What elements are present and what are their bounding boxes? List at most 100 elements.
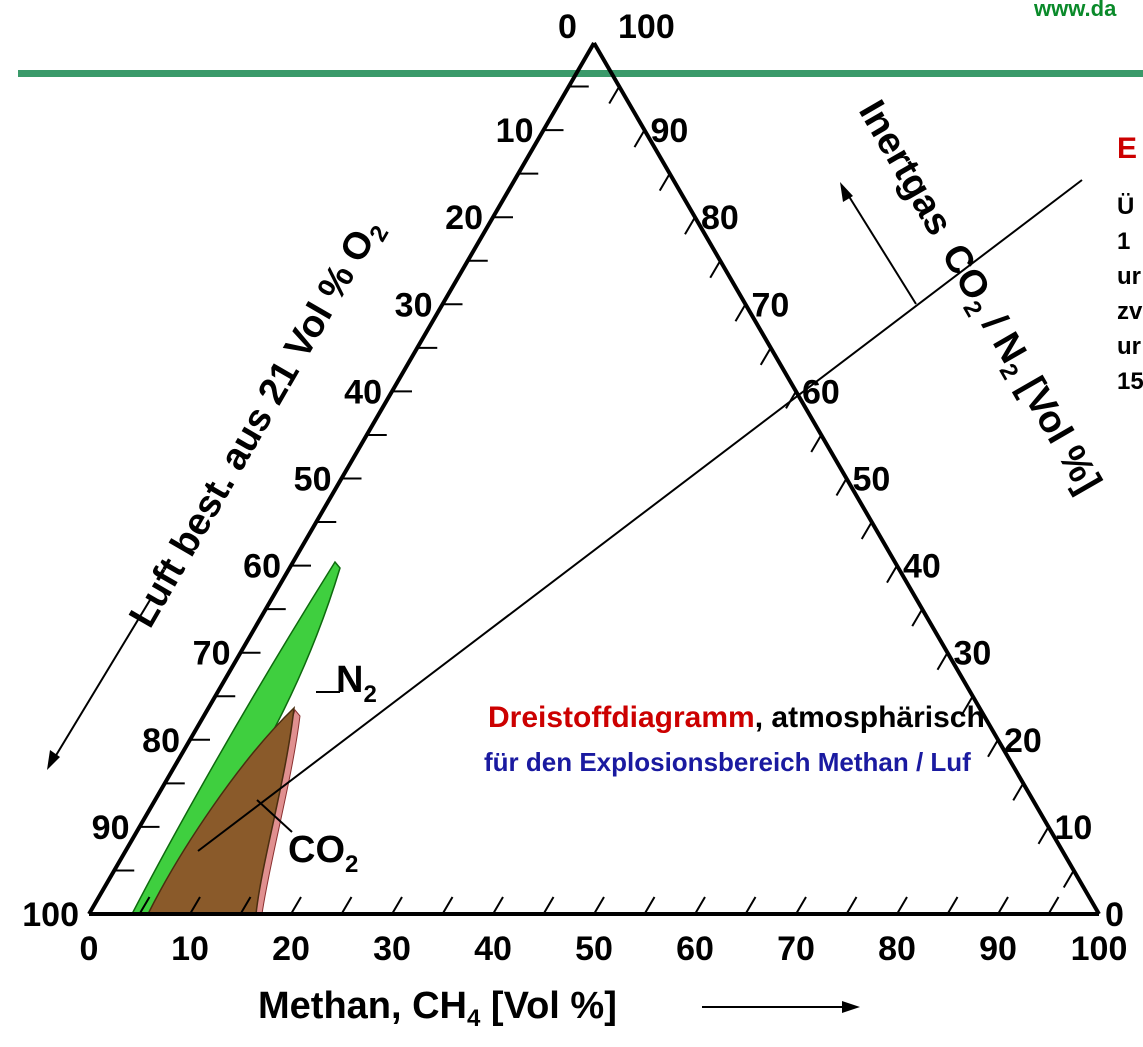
sidebar-line: Ü — [1117, 193, 1134, 220]
bottom-tick — [643, 896, 656, 915]
right-tick-label: 90 — [651, 112, 689, 150]
left-tick-label: 50 — [294, 461, 332, 499]
left-tick-label: 80 — [142, 722, 180, 760]
bottom-tick — [138, 896, 151, 915]
bottom-tick — [744, 896, 757, 915]
left-tick-label: 100 — [22, 896, 79, 934]
right-tick-label: 10 — [1055, 809, 1093, 847]
bottom-axis-title-unit: [Vol %] — [480, 985, 617, 1027]
right-tick — [759, 347, 772, 366]
right-tick — [1062, 869, 1075, 888]
sidebar-line: 15 — [1117, 368, 1143, 395]
right-tick — [936, 652, 949, 671]
bottom-tick — [542, 896, 555, 915]
bottom-tick-label: 50 — [575, 930, 613, 968]
caption-title-red: Dreistoffdiagramm — [488, 701, 755, 734]
bottom-tick — [795, 896, 807, 915]
mixing-line — [197, 179, 1083, 852]
right-axis-arrow-head — [840, 182, 853, 202]
right-tick — [785, 390, 797, 409]
co2-region-label-text: CO — [288, 829, 345, 871]
bottom-axis-arrow-head — [842, 1001, 860, 1013]
bottom-tick — [239, 896, 252, 915]
left-tick-label: 70 — [193, 635, 231, 673]
right-tick-label: 40 — [903, 548, 941, 586]
sidebar-line: ur — [1117, 263, 1141, 290]
bottom-tick — [492, 896, 504, 915]
left-tick-label: 90 — [92, 809, 130, 847]
sidebar-text-lines: Ü 1 ur zv ur 15 — [1117, 193, 1143, 395]
right-tick — [684, 216, 696, 235]
right-tick-label: 20 — [1004, 722, 1042, 760]
right-tick — [886, 565, 898, 584]
right-tick-label: 70 — [752, 286, 790, 324]
left-tick-label: 40 — [344, 373, 382, 411]
bottom-tick — [340, 896, 353, 915]
sidebar-line: ur — [1117, 333, 1141, 360]
right-tick — [987, 739, 999, 758]
caption-title-rest: , atmosphärisch — [755, 701, 985, 734]
n2-region-label: N2 — [336, 659, 377, 708]
right-tick-label: 30 — [954, 635, 992, 673]
bottom-axis-title: Methan, CH4 [Vol %] — [258, 985, 617, 1032]
bottom-tick — [896, 896, 908, 915]
right-axis-arrow-line — [844, 189, 917, 305]
bottom-tick — [391, 896, 403, 915]
left-tick-label: 10 — [496, 112, 534, 150]
left-tick-label: 60 — [243, 548, 281, 586]
left-axis-arrow-head — [47, 750, 60, 770]
n2-region-label-sub: 2 — [363, 681, 376, 708]
bottom-tick-label: 100 — [1071, 930, 1128, 968]
co2-label-leader — [256, 799, 293, 833]
n2-region-label-text: N — [336, 659, 363, 701]
tick-labels: 0 10 20 30 40 50 60 70 80 90 100102030405060708090… — [22, 112, 1127, 968]
apex-label-right: 100 — [618, 8, 675, 46]
bottom-tick-label: 60 — [676, 930, 714, 968]
right-tick — [658, 173, 671, 192]
right-axis-title-co2: CO — [933, 237, 998, 307]
right-tick — [860, 521, 873, 540]
tick-marks — [114, 85, 1075, 915]
right-axis-title-inertgas: Inertgas — [850, 94, 960, 243]
bottom-tick-label: 30 — [373, 930, 411, 968]
bottom-axis-title-sub: 4 — [467, 1005, 481, 1032]
bottom-tick-label: 70 — [777, 930, 815, 968]
bottom-tick — [946, 896, 959, 915]
right-tick — [709, 260, 722, 279]
right-tick — [835, 477, 848, 497]
co2-region-label: CO2 — [288, 829, 358, 878]
bottom-tick-label: 10 — [171, 930, 209, 968]
right-tick — [633, 129, 646, 148]
bottom-tick-label: 90 — [979, 930, 1017, 968]
right-tick — [608, 86, 621, 105]
right-tick-label: 50 — [853, 461, 891, 499]
left-tick-label: 30 — [395, 286, 433, 324]
sidebar-line: zv — [1117, 298, 1143, 325]
right-tick — [961, 695, 974, 714]
right-tick-label: 60 — [802, 373, 840, 411]
right-tick — [1037, 826, 1050, 845]
right-tick — [1012, 782, 1025, 801]
bottom-tick — [593, 896, 605, 915]
right-tick-label: 0 — [1105, 896, 1124, 934]
bottom-tick — [1047, 896, 1060, 915]
caption-line-1: Dreistoffdiagramm, atmosphärisch — [488, 701, 985, 734]
bottom-tick-label: 40 — [474, 930, 512, 968]
bottom-tick — [997, 896, 1009, 915]
header-url[interactable]: www.da — [1033, 0, 1117, 21]
co2-region-label-sub: 2 — [345, 851, 358, 878]
bottom-tick-label: 80 — [878, 930, 916, 968]
caption-line-2: für den Explosionsbereich Methan / Luf — [484, 747, 971, 777]
right-tick — [734, 303, 747, 322]
bottom-tick — [441, 896, 454, 915]
bottom-tick-label: 20 — [272, 930, 310, 968]
right-axis-title: InertgasCO2 / N2 [Vol %] — [846, 94, 1109, 503]
bottom-tick-label: 0 — [80, 930, 99, 968]
co2-explosion-region — [146, 706, 295, 915]
bottom-tick — [189, 896, 201, 915]
header-rule — [18, 70, 1143, 77]
bottom-tick — [290, 896, 302, 915]
bottom-tick — [694, 896, 706, 915]
